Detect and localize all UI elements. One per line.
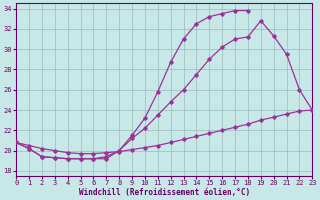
X-axis label: Windchill (Refroidissement éolien,°C): Windchill (Refroidissement éolien,°C) — [79, 188, 250, 197]
